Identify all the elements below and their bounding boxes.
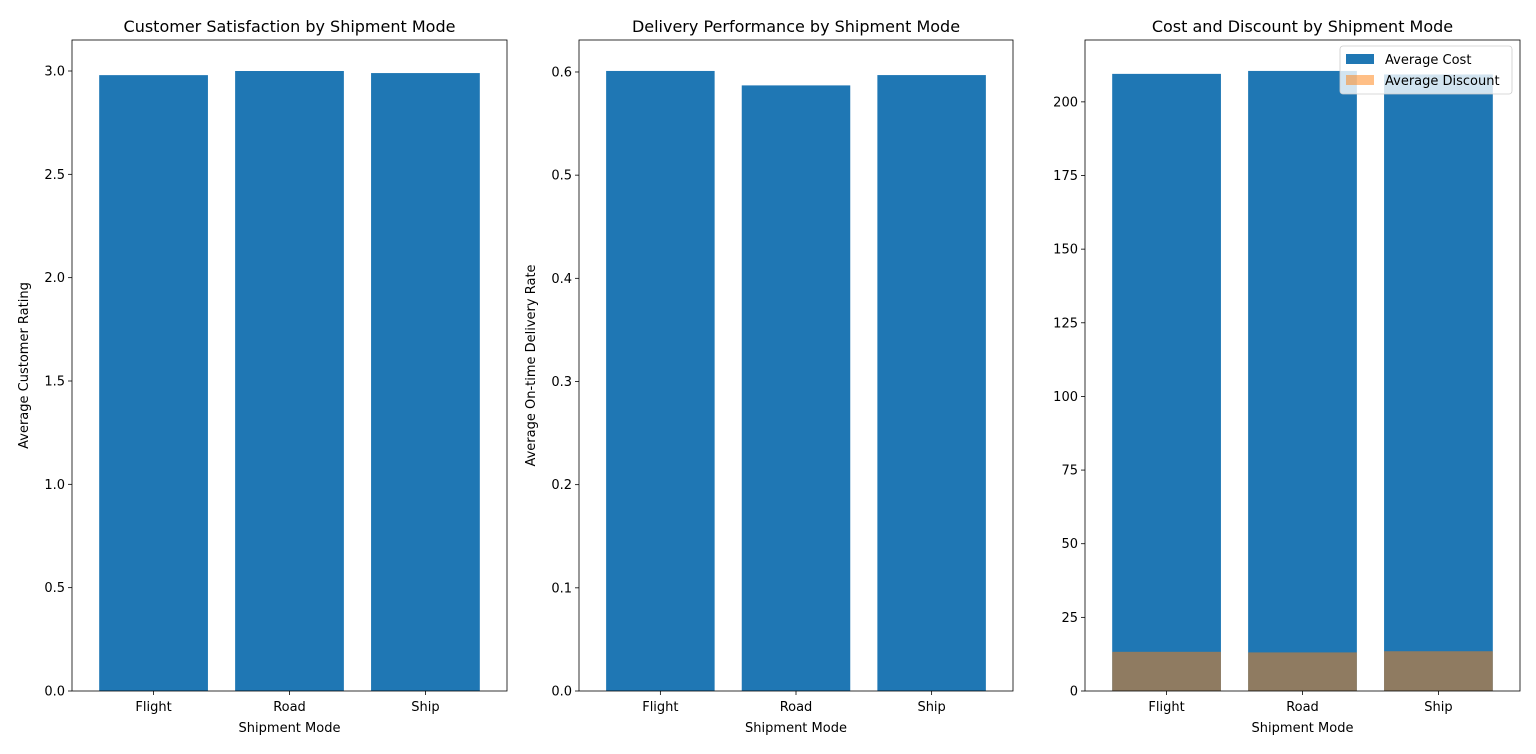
x-axis-label: Shipment Mode xyxy=(745,721,847,736)
bar-ship-series-1 xyxy=(1384,74,1493,691)
x-tick-label: Flight xyxy=(1148,700,1184,715)
x-axis-label: Shipment Mode xyxy=(1252,721,1354,736)
y-tick-label: 125 xyxy=(1053,316,1078,331)
bar-ship xyxy=(371,73,480,692)
y-tick-label: 0.2 xyxy=(551,478,572,493)
bar-flight-series-2 xyxy=(1112,651,1221,691)
x-tick-label: Flight xyxy=(135,700,171,715)
bar-flight xyxy=(606,70,715,692)
chart-panel-2: 0.0 0.1 0.2 0.3 0.4 0.5 0.6 Flight Road Ship Deliv… xyxy=(524,17,1014,736)
y-tick-label: 0.5 xyxy=(44,581,65,596)
y-tick-label: 175 xyxy=(1053,169,1078,184)
bar-flight xyxy=(99,75,208,692)
y-tick-label: 50 xyxy=(1061,537,1078,552)
y-tick-label: 75 xyxy=(1061,464,1078,479)
chart-title: Cost and Discount by Shipment Mode xyxy=(1152,17,1453,36)
legend-swatch xyxy=(1346,54,1374,64)
y-tick-label: 1.0 xyxy=(44,478,65,493)
x-tick-label: Ship xyxy=(411,700,439,715)
x-tick-label: Ship xyxy=(1424,700,1452,715)
y-tick-label: 100 xyxy=(1053,390,1078,405)
bar-flight-series-1 xyxy=(1112,73,1221,692)
x-axis-label: Shipment Mode xyxy=(239,721,341,736)
y-tick-label: 0.0 xyxy=(551,685,572,700)
y-tick-label: 200 xyxy=(1053,95,1078,110)
chart-title: Delivery Performance by Shipment Mode xyxy=(632,17,960,36)
y-tick-label: 2.5 xyxy=(44,168,65,183)
legend: Average Cost Average Discount xyxy=(1339,45,1513,95)
x-tick-label: Road xyxy=(1286,700,1319,715)
y-tick-label: 150 xyxy=(1053,243,1078,258)
y-tick-label: 0.1 xyxy=(551,581,572,596)
legend-label: Average Cost xyxy=(1385,53,1471,68)
y-tick-label: 0.3 xyxy=(551,375,572,390)
x-tick-label: Road xyxy=(780,700,813,715)
y-tick-label: 25 xyxy=(1061,611,1078,626)
bar-road xyxy=(235,71,344,691)
chart-panel-3: 0 25 50 75 100 125 150 175 200 Flight Road Ship Cost… xyxy=(1053,17,1521,736)
x-tick-label: Road xyxy=(273,700,306,715)
x-tick-label: Ship xyxy=(917,700,945,715)
bar-road xyxy=(741,85,851,692)
legend-swatch xyxy=(1346,75,1374,85)
y-tick-label: 1.5 xyxy=(44,375,65,390)
x-tick-label: Flight xyxy=(642,700,678,715)
bar-road-series-2 xyxy=(1248,652,1357,691)
y-tick-label: 0.6 xyxy=(551,65,572,80)
legend-label: Average Discount xyxy=(1385,74,1500,89)
legend-box xyxy=(1339,45,1513,95)
y-tick-label: 0.0 xyxy=(44,685,65,700)
bar-ship xyxy=(877,75,986,692)
y-tick-label: 0.5 xyxy=(551,169,572,184)
y-axis-label: Average Customer Rating xyxy=(17,282,32,449)
y-tick-label: 3.0 xyxy=(44,65,65,80)
y-axis-label: Average On-time Delivery Rate xyxy=(524,264,539,466)
chart-panel-1: 0.0 0.5 1.0 1.5 2.0 2.5 3.0 Flight Road Ship Custo… xyxy=(17,17,508,736)
y-tick-label: 0 xyxy=(1070,685,1078,700)
y-tick-label: 0.4 xyxy=(551,272,572,287)
y-tick-label: 2.0 xyxy=(44,271,65,286)
bar-ship-series-2 xyxy=(1384,651,1493,691)
bar-road-series-1 xyxy=(1248,70,1357,691)
chart-title: Customer Satisfaction by Shipment Mode xyxy=(124,17,456,36)
